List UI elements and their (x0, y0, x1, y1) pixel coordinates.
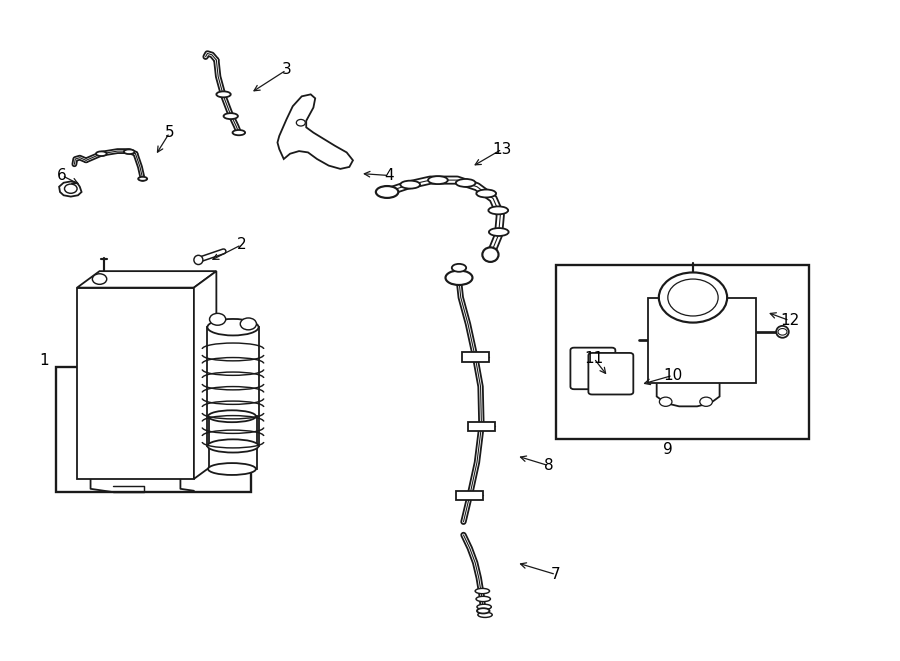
Ellipse shape (475, 588, 490, 594)
Circle shape (700, 397, 713, 407)
Ellipse shape (208, 463, 256, 475)
FancyBboxPatch shape (571, 348, 616, 389)
Ellipse shape (207, 319, 258, 335)
Bar (556, 264, 809, 440)
Text: 3: 3 (282, 62, 292, 77)
Bar (57, 367, 250, 492)
Ellipse shape (477, 608, 490, 613)
Circle shape (240, 318, 256, 330)
Bar (468, 422, 495, 431)
Text: 2: 2 (237, 237, 247, 253)
Text: 12: 12 (780, 313, 799, 328)
Bar (209, 416, 257, 469)
Text: 7: 7 (551, 567, 561, 582)
Text: 13: 13 (492, 141, 512, 157)
Bar (456, 490, 483, 500)
Ellipse shape (207, 440, 258, 453)
Text: 8: 8 (544, 458, 554, 473)
Text: 11: 11 (584, 351, 603, 366)
Bar (77, 288, 194, 479)
Ellipse shape (124, 149, 135, 154)
Ellipse shape (476, 596, 491, 602)
Circle shape (659, 272, 727, 323)
Ellipse shape (208, 410, 256, 422)
Ellipse shape (478, 612, 492, 617)
FancyBboxPatch shape (589, 353, 634, 395)
Polygon shape (194, 271, 216, 479)
Bar (462, 352, 489, 362)
Circle shape (93, 274, 107, 284)
Circle shape (65, 184, 77, 193)
Ellipse shape (776, 326, 788, 338)
Polygon shape (59, 181, 82, 196)
Ellipse shape (446, 270, 472, 285)
Circle shape (210, 313, 226, 325)
Ellipse shape (400, 180, 420, 188)
Ellipse shape (452, 264, 466, 272)
Ellipse shape (96, 151, 107, 156)
Bar (648, 297, 755, 383)
Bar (207, 327, 258, 446)
Ellipse shape (477, 604, 491, 609)
Polygon shape (77, 271, 216, 288)
Text: 4: 4 (384, 168, 393, 183)
Ellipse shape (139, 176, 148, 180)
Circle shape (668, 279, 718, 316)
Text: 9: 9 (662, 442, 672, 457)
Ellipse shape (232, 130, 245, 136)
Polygon shape (277, 95, 353, 169)
Ellipse shape (489, 228, 508, 236)
Ellipse shape (376, 186, 399, 198)
Ellipse shape (482, 247, 499, 262)
Ellipse shape (476, 190, 496, 198)
Ellipse shape (428, 176, 448, 184)
Circle shape (660, 397, 672, 407)
Ellipse shape (455, 179, 475, 187)
Ellipse shape (216, 91, 230, 97)
Text: 10: 10 (663, 368, 682, 383)
Text: 6: 6 (57, 168, 67, 183)
Text: 1: 1 (39, 353, 49, 368)
Ellipse shape (194, 255, 202, 264)
Circle shape (296, 120, 305, 126)
Ellipse shape (489, 206, 508, 214)
Circle shape (778, 329, 787, 335)
Ellipse shape (223, 113, 238, 119)
Text: 5: 5 (165, 125, 175, 140)
